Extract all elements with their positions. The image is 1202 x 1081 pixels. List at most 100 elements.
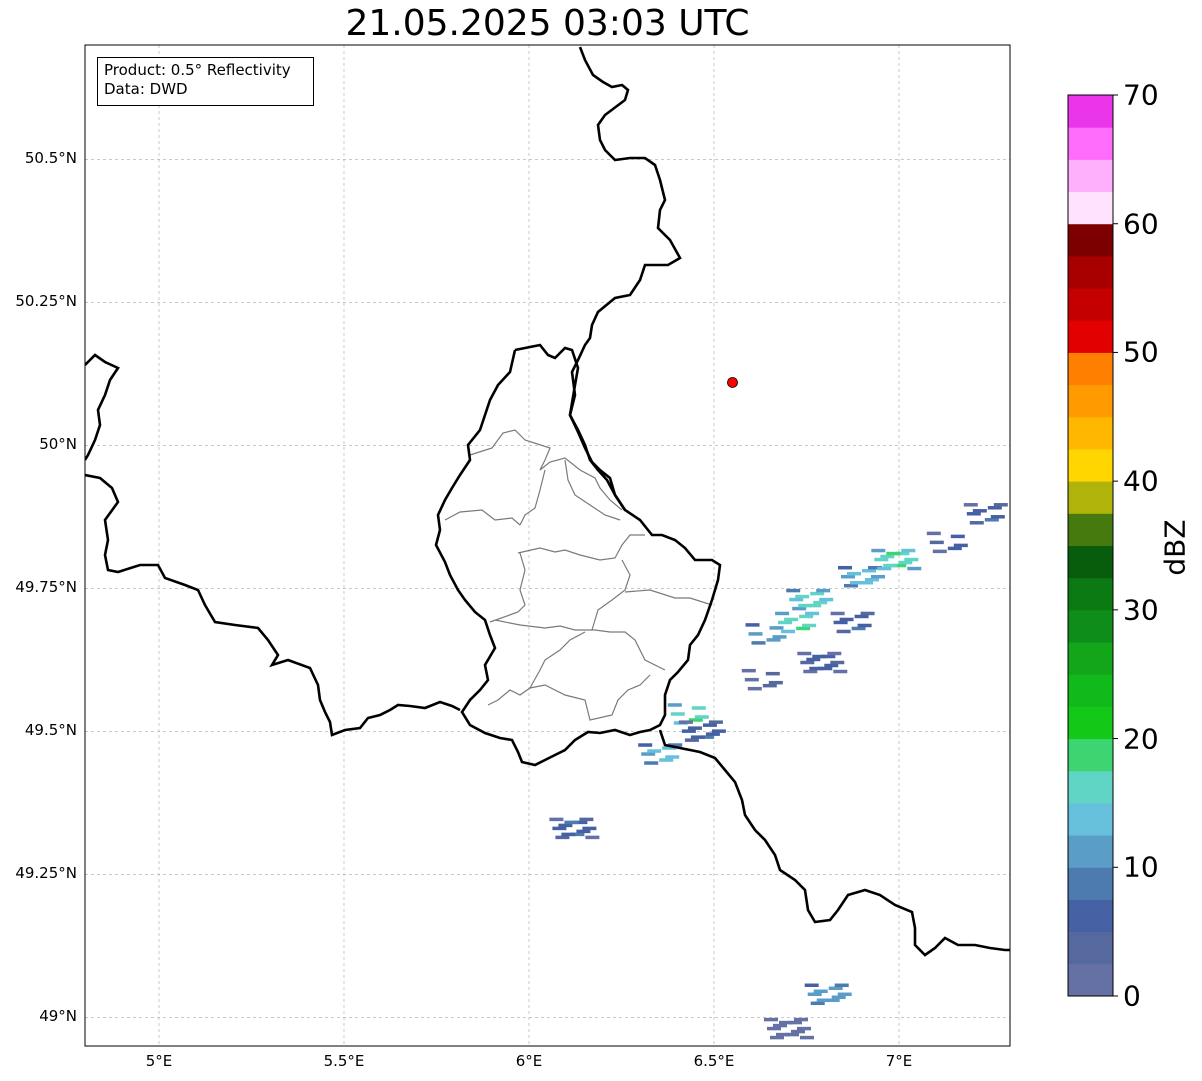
echo-pixel <box>901 548 916 553</box>
canton-boundary <box>444 429 713 721</box>
echo-cluster <box>926 531 968 554</box>
echo-pixel <box>993 503 1008 507</box>
echo-pixel <box>576 829 591 834</box>
echo-pixel <box>786 588 801 593</box>
echo-pixel <box>929 540 944 545</box>
echo-pixel <box>932 549 947 554</box>
colorbar-segment <box>1068 288 1113 321</box>
echo-pixel <box>830 660 845 665</box>
echo-pixel <box>768 680 783 685</box>
echo-pixel <box>821 654 836 659</box>
echo-pixel <box>681 729 696 733</box>
echo-pixel <box>816 998 831 1003</box>
echo-cluster <box>549 817 600 840</box>
echo-cluster <box>804 983 852 1006</box>
colorbar-segment <box>1068 352 1113 386</box>
lon-tick-label: 7°E <box>885 1052 913 1070</box>
germany-border <box>568 46 682 511</box>
lat-tick-label: 50.5°N <box>24 149 77 168</box>
echo-pixel <box>772 635 787 639</box>
echo-pixel <box>874 557 889 562</box>
colorbar-segment <box>1068 513 1113 546</box>
echo-pixel <box>838 565 852 570</box>
colorbar-segment <box>1068 770 1113 804</box>
echo-pixel <box>828 986 843 991</box>
echo-pixel <box>800 1035 814 1040</box>
echo-pixel <box>708 720 723 724</box>
echo-cluster <box>678 720 726 742</box>
echo-pixel <box>810 591 825 596</box>
colorbar-segment <box>1068 320 1113 353</box>
echo-pixel <box>854 614 869 619</box>
echo-pixel <box>800 660 815 665</box>
echo-pixel <box>770 1035 784 1040</box>
lat-tick-label: 49°N <box>39 1007 77 1026</box>
reflectivity-echoes <box>549 503 1008 1040</box>
echo-pixel <box>963 503 978 507</box>
map-title: 21.05.2025 03:03 UTC <box>345 3 750 44</box>
colorbar-tick-label: 60 <box>1123 207 1159 241</box>
echo-pixel <box>990 515 1005 519</box>
echo-pixel <box>880 554 895 559</box>
echo-pixel <box>947 546 962 551</box>
echo-pixel <box>678 720 693 724</box>
echo-cluster <box>797 651 848 674</box>
echo-pixel <box>802 623 817 628</box>
echo-pixel <box>741 668 756 673</box>
colorbar-tick-label: 40 <box>1123 464 1159 498</box>
echo-pixel <box>744 677 759 682</box>
colorbar-tick-label: 0 <box>1123 979 1141 1013</box>
echo-pixel <box>665 755 680 759</box>
echo-pixel <box>670 712 685 716</box>
echo-pixel <box>668 743 683 747</box>
echo-pixel <box>579 817 594 822</box>
echo-pixel <box>767 1026 781 1031</box>
echo-pixel <box>691 706 706 710</box>
echo-pixel <box>812 654 827 659</box>
grid-lines <box>85 45 1010 1046</box>
echo-pixel <box>711 729 726 733</box>
echo-pixel <box>804 983 819 988</box>
echo-pixel <box>950 534 965 539</box>
echo-pixel <box>807 603 822 608</box>
echo-pixel <box>810 1001 825 1006</box>
lat-tick-label: 50°N <box>39 435 77 454</box>
colorbar-tick-label: 30 <box>1123 593 1159 627</box>
germany-border <box>658 729 1010 957</box>
echo-pixel <box>699 735 714 739</box>
plot-frame <box>84 44 1011 1047</box>
echo-pixel <box>785 1032 799 1037</box>
echo-pixel <box>847 571 861 576</box>
echo-pixel <box>775 611 790 616</box>
echo-cluster <box>741 668 783 691</box>
echo-pixel <box>833 620 848 625</box>
echo-pixel <box>807 992 822 997</box>
colorbar-segment <box>1068 867 1113 900</box>
echo-pixel <box>751 641 766 645</box>
lat-tick-label: 50.25°N <box>15 292 77 311</box>
colorbar-segment <box>1068 223 1113 257</box>
echo-cluster <box>745 623 787 645</box>
echo-pixel <box>638 743 653 747</box>
echo-cluster <box>638 743 683 765</box>
echo-pixel <box>747 686 762 691</box>
echo-pixel <box>684 738 699 742</box>
echo-pixel <box>818 666 833 671</box>
colorbar <box>1067 94 1118 997</box>
echo-pixel <box>972 509 987 513</box>
echo-pixel <box>877 566 892 571</box>
colorbar-title: dBZ <box>1158 519 1192 576</box>
echo-pixel <box>825 998 840 1003</box>
echo-pixel <box>558 823 573 828</box>
echo-pixel <box>816 588 831 593</box>
lon-tick-label: 5°E <box>145 1052 173 1070</box>
echo-pixel <box>796 626 811 631</box>
echo-pixel <box>827 651 842 656</box>
echo-pixel <box>779 1020 793 1025</box>
echo-pixel <box>836 629 851 634</box>
colorbar-segment <box>1068 127 1113 160</box>
radar-site-marker <box>727 377 738 388</box>
echo-pixel <box>644 761 659 765</box>
product-info-box: Product: 0.5° Reflectivity Data: DWD <box>97 57 314 106</box>
lat-tick-label: 49.75°N <box>15 578 77 597</box>
